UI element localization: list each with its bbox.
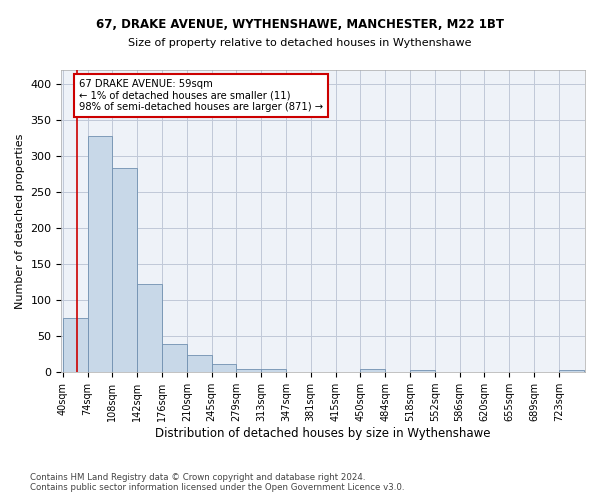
- Text: 67, DRAKE AVENUE, WYTHENSHAWE, MANCHESTER, M22 1BT: 67, DRAKE AVENUE, WYTHENSHAWE, MANCHESTE…: [96, 18, 504, 30]
- Bar: [361, 368, 385, 372]
- Text: Contains HM Land Registry data © Crown copyright and database right 2024.
Contai: Contains HM Land Registry data © Crown c…: [30, 473, 404, 492]
- Bar: [88, 136, 112, 372]
- Bar: [162, 344, 187, 372]
- Bar: [261, 370, 286, 372]
- X-axis label: Distribution of detached houses by size in Wythenshawe: Distribution of detached houses by size …: [155, 427, 491, 440]
- Y-axis label: Number of detached properties: Number of detached properties: [15, 134, 25, 309]
- Bar: [187, 355, 212, 372]
- Bar: [212, 364, 236, 372]
- Bar: [236, 368, 261, 372]
- Bar: [112, 168, 137, 372]
- Bar: [63, 318, 88, 372]
- Bar: [137, 284, 162, 372]
- Text: 67 DRAKE AVENUE: 59sqm
← 1% of detached houses are smaller (11)
98% of semi-deta: 67 DRAKE AVENUE: 59sqm ← 1% of detached …: [79, 78, 323, 112]
- Bar: [559, 370, 584, 372]
- Text: Size of property relative to detached houses in Wythenshawe: Size of property relative to detached ho…: [128, 38, 472, 48]
- Bar: [410, 370, 435, 372]
